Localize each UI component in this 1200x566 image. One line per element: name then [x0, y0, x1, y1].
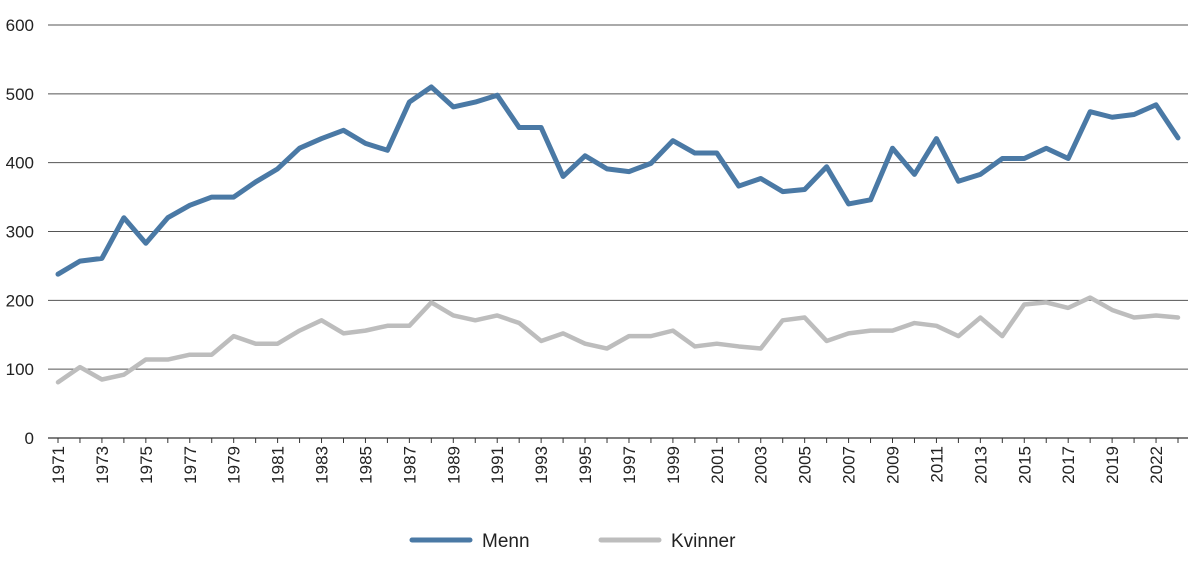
x-tick-label: 1997 [620, 446, 639, 484]
x-tick-label: 1977 [181, 446, 200, 484]
x-tick-label: 1999 [664, 446, 683, 484]
y-tick-label: 200 [6, 291, 34, 310]
series-line-kvinner [55, 295, 1181, 385]
x-tick-label: 1975 [137, 446, 156, 484]
y-tick-label: 500 [6, 85, 34, 104]
y-tick-label: 600 [6, 16, 34, 35]
y-gridlines [48, 24, 1188, 370]
y-tick-label: 400 [6, 154, 34, 173]
x-tick-label: 1979 [225, 446, 244, 484]
x-tick-label: 1989 [444, 446, 463, 484]
x-tick-label: 2022 [1147, 446, 1166, 484]
y-tick-label: 0 [25, 429, 34, 448]
series-lines [55, 84, 1181, 385]
x-tick-label: 2009 [884, 446, 903, 484]
x-tick-label: 2003 [752, 446, 771, 484]
x-axis [48, 437, 1188, 443]
x-tick-label: 1991 [488, 446, 507, 484]
x-tick-label: 1973 [93, 446, 112, 484]
x-tick-label: 1985 [356, 446, 375, 484]
legend-label-kvinner: Kvinner [671, 531, 736, 552]
x-tick-label: 2013 [971, 446, 990, 484]
x-tick-label: 1993 [532, 446, 551, 484]
x-axis-tick-labels: 1971 1973 1975 1977 1979 1981 1983 1985 1987 1989… [49, 446, 1166, 484]
legend: Menn Kvinner [409, 531, 736, 552]
x-tick-label: 2019 [1103, 446, 1122, 484]
x-tick-label: 1983 [313, 446, 332, 484]
y-axis-tick-labels: 0 100 200 300 400 500 600 [6, 16, 34, 448]
x-tick-label: 2007 [840, 446, 859, 484]
x-tick-label: 1971 [49, 446, 68, 484]
x-tick-label: 2011 [927, 446, 946, 483]
x-tick-label: 2005 [796, 446, 815, 484]
legend-label-menn: Menn [482, 531, 530, 552]
x-tick-label: 1995 [576, 446, 595, 484]
y-tick-label: 300 [6, 223, 34, 242]
x-tick-label: 1987 [400, 446, 419, 484]
x-tick-label: 2017 [1059, 446, 1078, 484]
x-tick-label: 2015 [1015, 446, 1034, 484]
x-tick-label: 2001 [708, 446, 727, 484]
series-line-menn [55, 84, 1181, 277]
y-tick-label: 100 [6, 360, 34, 379]
x-tick-label: 1981 [269, 446, 288, 484]
